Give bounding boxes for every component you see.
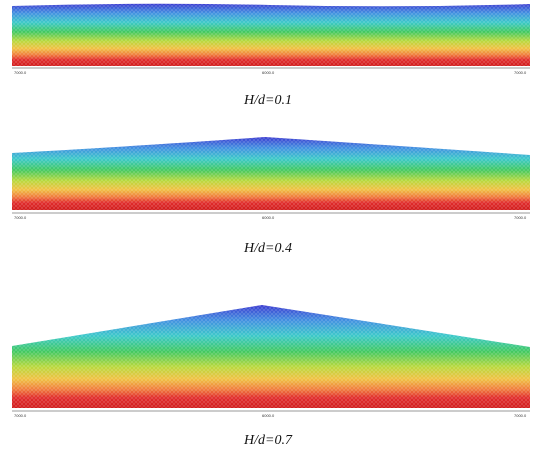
axis-label: 7000.0 (514, 413, 527, 418)
axis-label: 7000.0 (514, 70, 527, 75)
axis-label: 6000.0 (262, 70, 275, 75)
axis-label: 6000.0 (262, 413, 275, 418)
panel: 7000.0 6000.0 7000.0 H/d=0.7 (12, 305, 530, 448)
axis-label: 6000.0 (262, 215, 275, 220)
caption: H/d=0.4 (243, 241, 292, 256)
caption: H/d=0.7 (243, 433, 293, 448)
particle-texture (12, 305, 530, 408)
axis-label: 7000.0 (14, 70, 27, 75)
axis-label: 7000.0 (514, 215, 527, 220)
panel: 7000.0 6000.0 7000.0 H/d=0.4 (12, 137, 530, 256)
panel: 7000.0 6000.0 7000.0 H/d=0.1 (12, 3, 530, 108)
axis-label: 7000.0 (14, 413, 27, 418)
caption: H/d=0.1 (243, 93, 292, 108)
particle-texture (12, 3, 530, 66)
particle-texture (12, 137, 530, 210)
axis-label: 7000.0 (14, 215, 27, 220)
